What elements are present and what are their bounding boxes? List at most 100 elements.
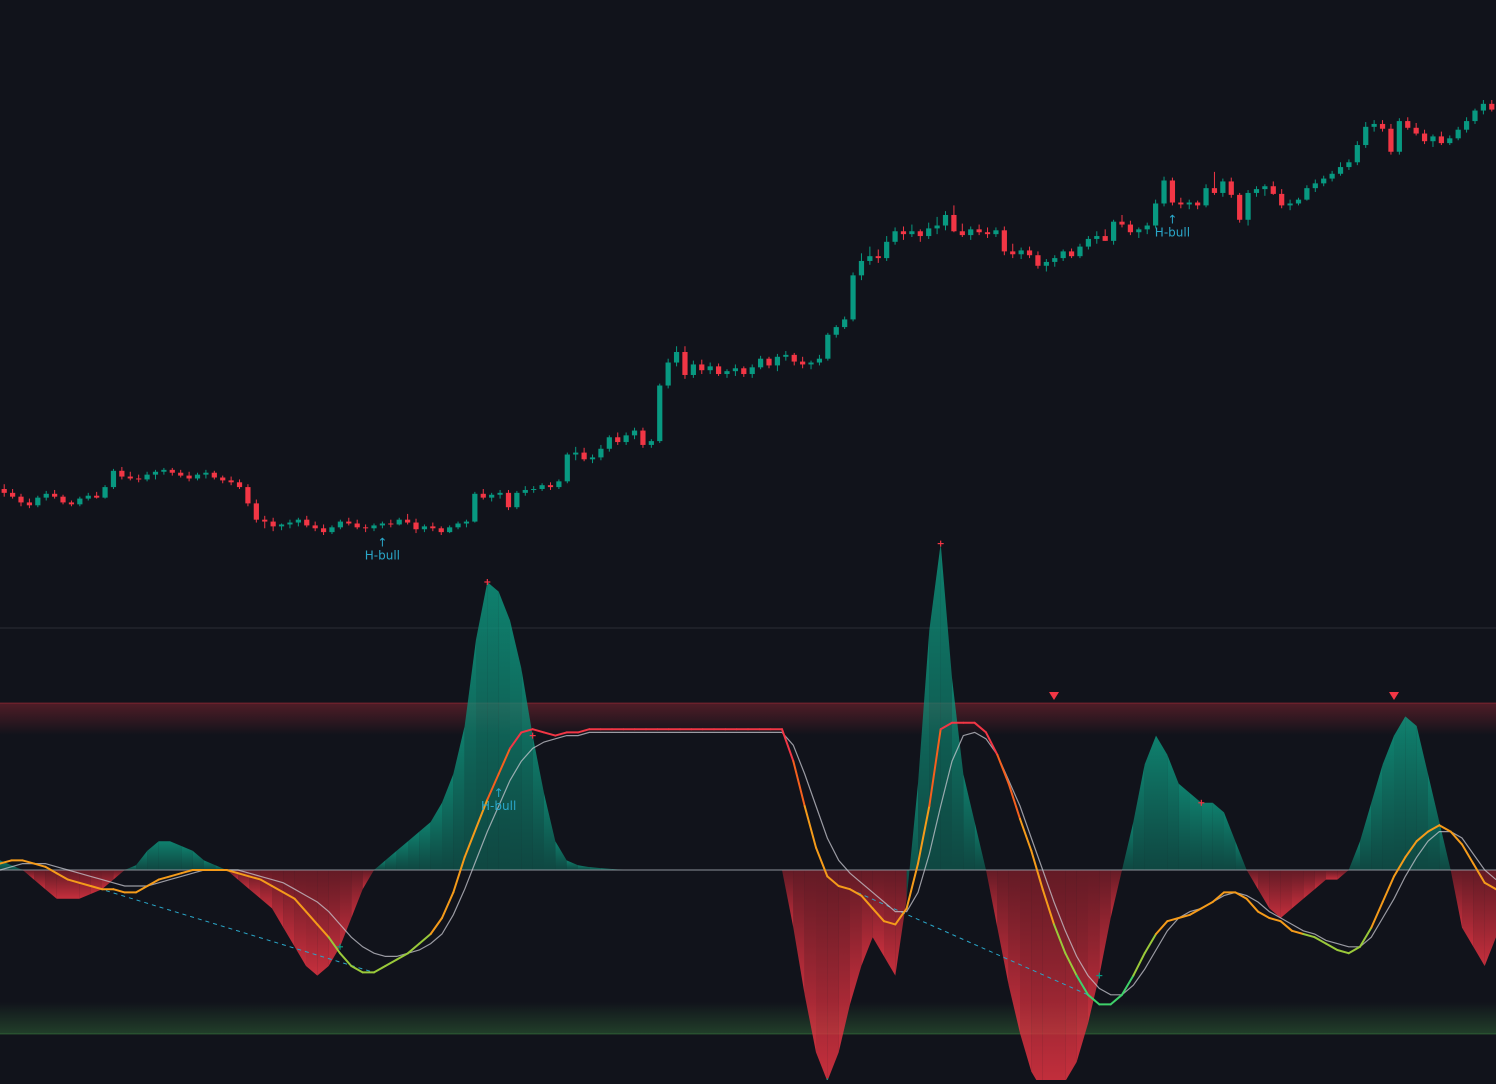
candle-body: [1396, 121, 1402, 152]
histogram-segment: [1382, 735, 1394, 870]
candle-body: [657, 385, 663, 442]
histogram-segment: [1133, 764, 1145, 870]
candle-body: [682, 351, 688, 375]
candle-body: [1489, 103, 1495, 110]
candle-body: [110, 470, 117, 488]
candle-body: [472, 493, 478, 522]
peak-cross-icon: [1198, 799, 1205, 806]
candle: [354, 519, 360, 530]
candle-body: [1018, 250, 1024, 255]
candle-body: [1430, 136, 1436, 142]
candle-body: [1304, 188, 1310, 200]
oscillator-segment: [67, 878, 81, 884]
histogram-segment: [963, 774, 975, 870]
candle-body: [203, 472, 209, 475]
candle: [514, 490, 520, 510]
oscillator-segment: [271, 885, 285, 894]
histogram-segment: [374, 860, 386, 870]
candle-body: [522, 489, 528, 493]
candle: [228, 476, 234, 486]
candle: [1161, 176, 1167, 207]
oversold-zone: [0, 1002, 1496, 1034]
candle-body: [1178, 202, 1184, 205]
histogram-segment: [317, 870, 329, 976]
candle-body: [1480, 103, 1486, 111]
oscillator-segment: [112, 888, 126, 894]
candle-body: [951, 214, 957, 232]
candle-body: [127, 476, 133, 479]
histogram-segment: [816, 870, 828, 1082]
oscillator-segment: [1438, 824, 1452, 833]
candle: [1102, 229, 1108, 241]
candle: [472, 491, 478, 523]
oscillator-segment: [781, 728, 795, 763]
histogram-segment: [544, 793, 556, 870]
candle: [346, 517, 352, 526]
candle-body: [85, 495, 91, 499]
oscillator-segment: [1132, 952, 1146, 977]
candle: [245, 484, 251, 507]
candle: [1270, 181, 1276, 195]
divergence-line: [90, 885, 375, 973]
candle: [52, 489, 58, 499]
oscillator-segment: [350, 965, 364, 974]
candle: [682, 346, 688, 379]
candle: [379, 521, 386, 529]
candle: [1430, 134, 1436, 147]
histogram-segment: [1065, 870, 1077, 1082]
price-pane[interactable]: ↑H-bull↑H-bull: [1, 100, 1495, 562]
histogram-segment: [1167, 754, 1179, 870]
candle: [1068, 248, 1075, 259]
candle: [304, 515, 310, 528]
candle-body: [1068, 251, 1075, 257]
histogram-segment: [1144, 735, 1156, 870]
histogram-segment: [1473, 870, 1485, 966]
candle: [136, 474, 142, 483]
peak-cross-icon: [1096, 972, 1103, 979]
candle-body: [253, 503, 259, 520]
oscillator-segment: [985, 731, 999, 756]
oscillator-segment: [1177, 913, 1191, 919]
candle-body: [337, 521, 343, 528]
candle: [665, 358, 671, 389]
candle-body: [1312, 183, 1318, 189]
oscillator-segment: [316, 923, 330, 939]
candle-body: [278, 524, 285, 527]
candle-body: [228, 480, 234, 483]
candle: [94, 491, 100, 499]
oscillator-segment: [327, 936, 341, 955]
candle: [657, 383, 663, 444]
candle-body: [405, 519, 411, 523]
oscillator-segment: [1041, 888, 1055, 926]
candle-body: [934, 225, 940, 229]
candle: [480, 489, 486, 500]
candle: [388, 519, 394, 528]
candle: [1010, 243, 1016, 259]
candle-body: [236, 482, 243, 488]
osc-hbull-label: ↑H-bull: [481, 786, 516, 813]
histogram-segment: [158, 841, 170, 870]
oscillator-segment: [1007, 782, 1021, 820]
candle: [211, 470, 217, 480]
histogram-segment: [453, 726, 465, 870]
candle-body: [1010, 251, 1016, 255]
histogram-segment: [827, 870, 839, 1082]
histogram-segment: [1280, 870, 1292, 918]
histogram-segment: [782, 870, 794, 928]
histogram-segment: [1178, 783, 1190, 870]
candle-body: [144, 474, 150, 480]
histogram-segment: [272, 870, 284, 928]
histogram-segment: [22, 870, 34, 880]
oscillator-segment: [237, 872, 251, 878]
candle: [984, 227, 991, 238]
oscillator-segment: [1087, 993, 1101, 1006]
oscillator-segment: [1268, 917, 1282, 923]
oscillator-line: [0, 721, 1496, 1006]
candle: [749, 364, 755, 378]
oscillator-segment: [384, 958, 398, 967]
oscillator-segment: [1257, 910, 1271, 919]
candle: [539, 483, 545, 491]
